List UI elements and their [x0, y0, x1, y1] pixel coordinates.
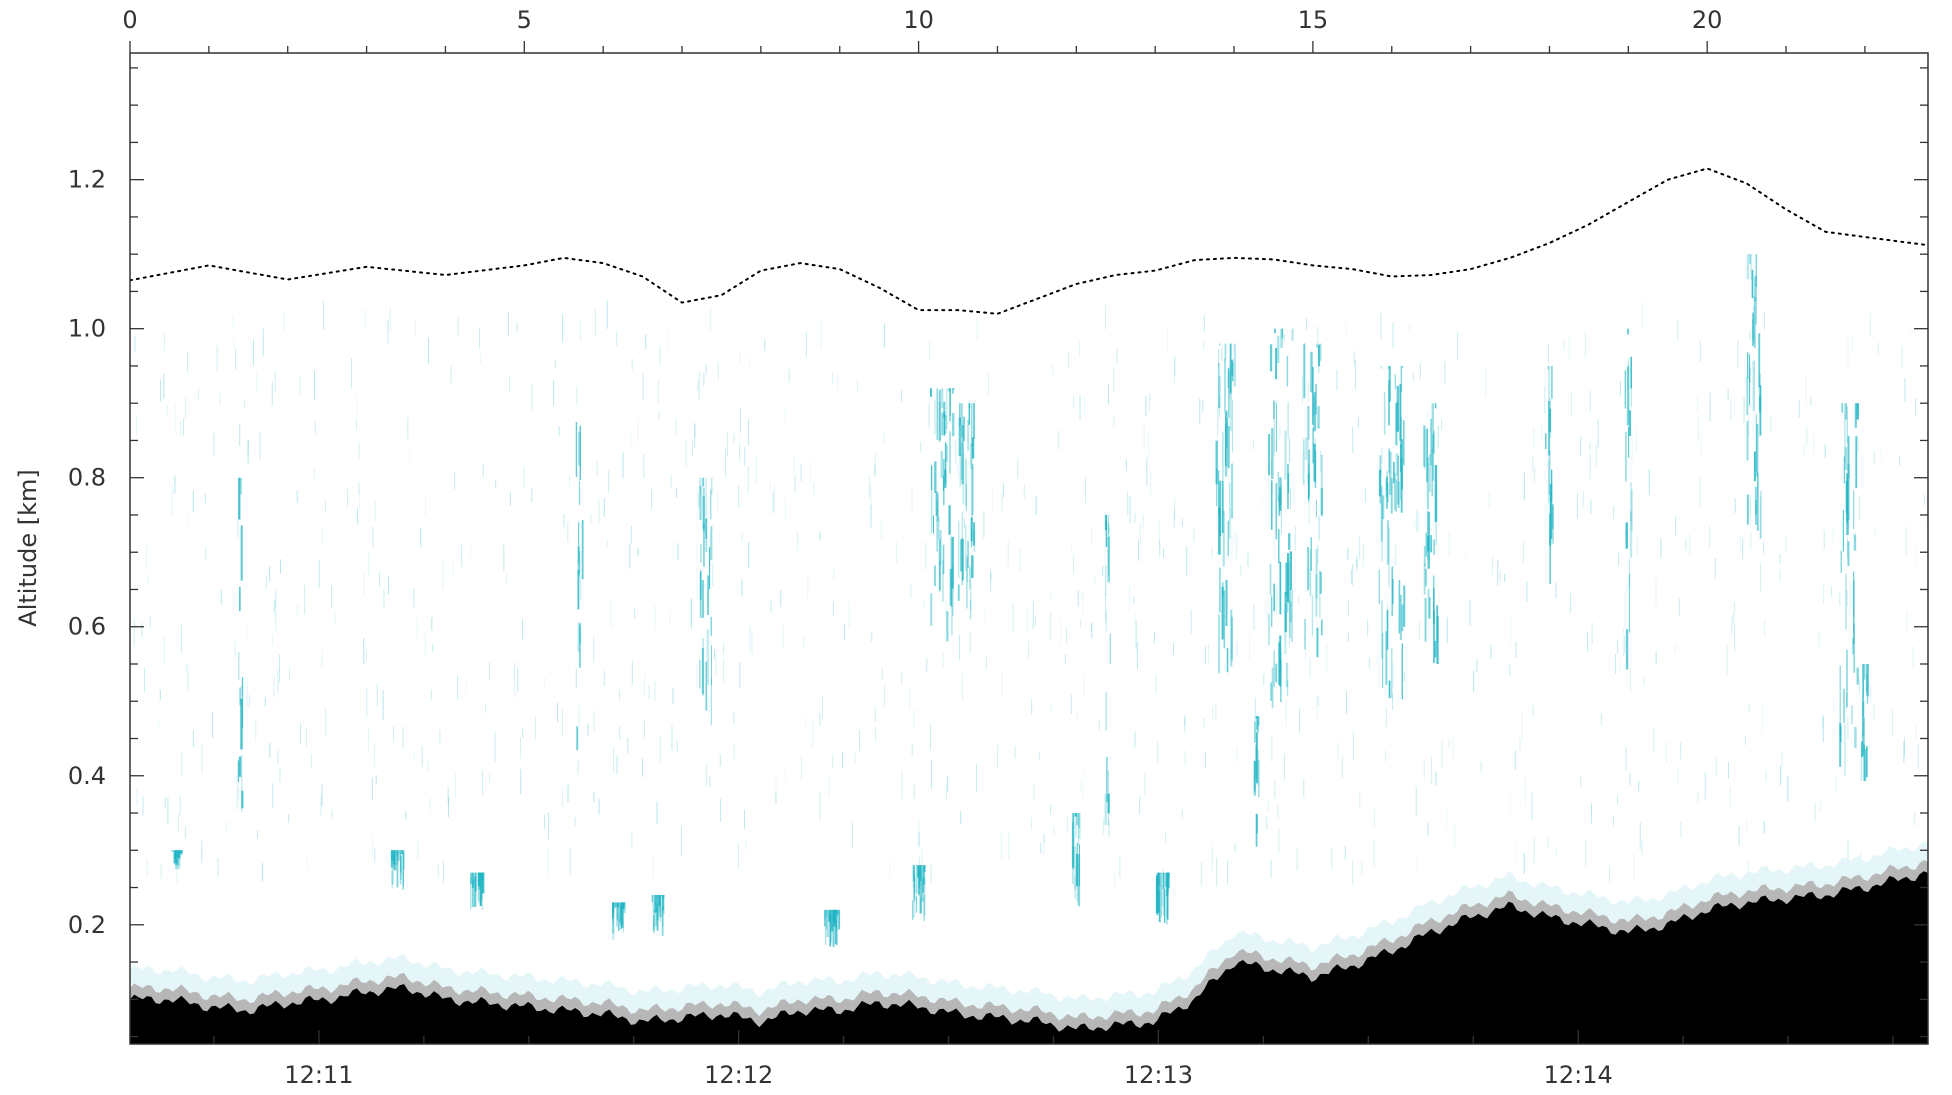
echo-column — [824, 909, 841, 947]
y-axis-title: Altitude [km] — [14, 469, 42, 626]
echo-column — [1104, 514, 1111, 826]
bottom-axis-tick-label: 12:13 — [1124, 1061, 1193, 1089]
bottom-axis-tick-label: 12:14 — [1544, 1061, 1613, 1089]
boundary-layer-line — [130, 167, 1928, 315]
echo-column — [1215, 343, 1236, 674]
backscatter-heatmap — [133, 254, 1928, 947]
echo-column — [1544, 365, 1555, 584]
dotted-series-line — [130, 167, 1928, 315]
echo-column — [470, 872, 485, 910]
y-axis-tick-label: 0.4 — [68, 762, 106, 790]
echo-column — [390, 850, 405, 890]
surface-fill — [130, 871, 1928, 1044]
echo-column — [1839, 403, 1860, 776]
echo-column — [1423, 403, 1439, 664]
plot-frame — [129, 52, 1929, 1045]
echo-column — [1746, 254, 1762, 539]
echo-column — [171, 850, 183, 870]
echo-column — [611, 902, 626, 940]
echo-column — [1253, 716, 1260, 847]
y-axis-tick-label: 1.0 — [68, 315, 106, 343]
top-axis-tick-label: 15 — [1298, 6, 1329, 34]
echo-column — [1268, 328, 1294, 709]
echo-column — [929, 388, 955, 642]
bottom-axis-tick-label: 12:11 — [284, 1061, 353, 1089]
echo-column — [1624, 328, 1633, 670]
echo-column — [1378, 365, 1406, 700]
top-axis-tick-label: 10 — [903, 6, 934, 34]
echo-column — [1071, 813, 1081, 907]
echo-column — [651, 894, 665, 936]
echo-column — [1303, 343, 1323, 658]
surface-return-area — [130, 841, 1928, 1044]
y-axis-tick-label: 1.2 — [68, 166, 106, 194]
echo-column — [237, 477, 244, 813]
y-axis-tick-label: 0.8 — [68, 464, 106, 492]
echo-column — [699, 477, 713, 726]
axes: 0 5 10 15 20 0.2 0.4 0.6 0.8 1.0 1.2 12:11 12:12 12:1… — [68, 6, 1928, 1089]
echo-column — [912, 865, 926, 922]
y-axis-tick-label: 0.6 — [68, 613, 106, 641]
echo-column — [575, 421, 584, 751]
top-axis-tick-label: 20 — [1692, 6, 1723, 34]
bottom-axis-tick-label: 12:12 — [704, 1061, 773, 1089]
y-axis-tick-label: 0.2 — [68, 911, 106, 939]
echo-speckle — [133, 300, 1928, 888]
echo-column — [1155, 872, 1170, 925]
top-axis-tick-label: 5 — [517, 6, 532, 34]
echo-column — [1860, 663, 1869, 782]
top-axis-tick-label: 0 — [122, 6, 137, 34]
echo-column — [957, 403, 976, 620]
